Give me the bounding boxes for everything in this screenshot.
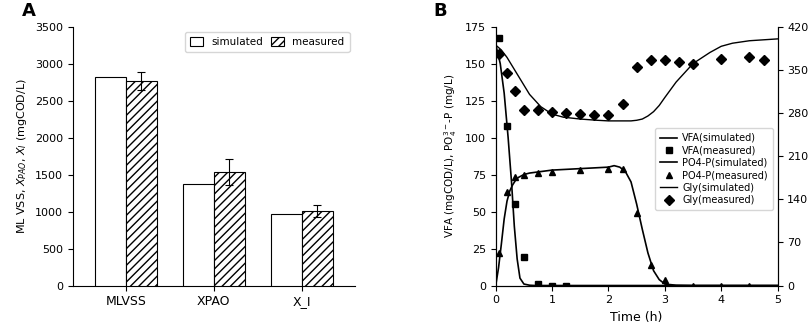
Bar	[95, 77, 126, 286]
Legend: VFA(simulated), VFA(measured), PO4-P(simulated), PO4-P(measured), Gly(simulated): VFA(simulated), VFA(measured), PO4-P(sim…	[655, 128, 773, 210]
Text: A: A	[22, 2, 36, 20]
Bar	[271, 214, 302, 286]
Bar	[183, 184, 214, 286]
Y-axis label: VFA (mgCOD/L), PO$_4^{3-}$-P (mg/L): VFA (mgCOD/L), PO$_4^{3-}$-P (mg/L)	[442, 74, 459, 238]
Legend: simulated, measured: simulated, measured	[185, 32, 350, 52]
Bar	[126, 81, 156, 286]
Text: B: B	[433, 2, 447, 20]
Bar	[214, 172, 245, 286]
Y-axis label: ML VSS, $X_{PAO}$, $X_I$ (mgCOD/L): ML VSS, $X_{PAO}$, $X_I$ (mgCOD/L)	[15, 78, 29, 234]
Bar	[302, 211, 333, 286]
X-axis label: Time (h): Time (h)	[611, 311, 663, 324]
